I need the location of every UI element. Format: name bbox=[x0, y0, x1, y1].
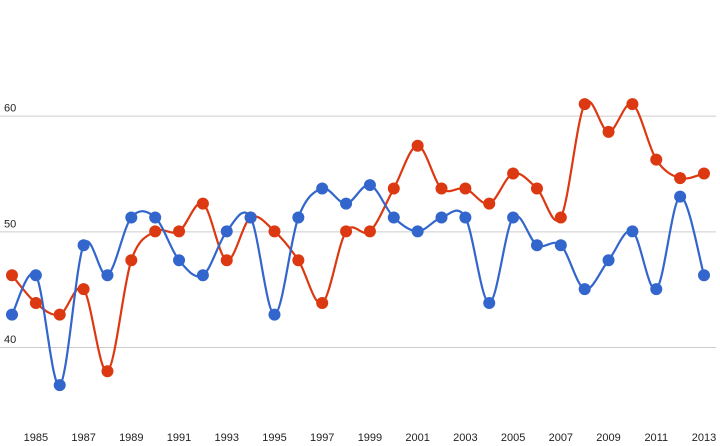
x-tick-label-2007: 2007 bbox=[549, 432, 573, 444]
x-tick-label-2003: 2003 bbox=[453, 432, 477, 444]
series-1-point-1985 bbox=[29, 269, 42, 282]
gridlines bbox=[0, 115, 716, 348]
series-1-point-2009 bbox=[602, 254, 615, 267]
series-1-point-1991 bbox=[173, 254, 186, 267]
series-1-point-1988 bbox=[101, 269, 114, 282]
series-1-point-2013 bbox=[698, 269, 710, 282]
series-1-point-1992 bbox=[196, 269, 209, 282]
series-1-point-1994 bbox=[244, 211, 257, 224]
series-1-point-1999 bbox=[363, 179, 376, 192]
series-1-point-1996 bbox=[292, 211, 305, 224]
x-tick-label-1987: 1987 bbox=[71, 432, 95, 444]
x-tick-label-1997: 1997 bbox=[310, 432, 334, 444]
series-2-point-1993 bbox=[220, 254, 233, 267]
series-1-point-2004 bbox=[483, 297, 496, 310]
series-2-point-2009 bbox=[602, 125, 615, 138]
series-2-point-1995 bbox=[268, 225, 281, 238]
series-1-point-1987 bbox=[77, 239, 90, 252]
y-tick-label-50: 50 bbox=[4, 218, 16, 230]
x-tick-label-1985: 1985 bbox=[24, 432, 48, 444]
series-2-point-1986 bbox=[53, 308, 66, 321]
x-tick-label-2013: 2013 bbox=[692, 432, 716, 444]
data-points bbox=[6, 98, 710, 392]
series-2-point-1989 bbox=[125, 254, 138, 267]
series-2-point-2003 bbox=[459, 182, 472, 195]
series-1-point-1997 bbox=[316, 182, 329, 195]
x-tick-label-1993: 1993 bbox=[215, 432, 239, 444]
series-line-2 bbox=[11, 100, 705, 373]
series-2-point-2005 bbox=[507, 167, 520, 180]
series-2-point-1990 bbox=[149, 225, 162, 238]
series-2-point-1985 bbox=[29, 297, 42, 310]
series-2-point-2002 bbox=[435, 182, 448, 195]
series-2-point-2010 bbox=[626, 98, 639, 111]
series-2-point-2006 bbox=[530, 182, 543, 195]
series-1-point-2002 bbox=[435, 211, 448, 224]
series-2-point-1999 bbox=[363, 225, 376, 238]
series-2-point-1991 bbox=[173, 225, 186, 238]
series-1-point-2000 bbox=[387, 211, 400, 224]
series-2-point-2000 bbox=[387, 182, 400, 195]
series-1-point-2001 bbox=[411, 225, 424, 238]
y-tick-label-60: 60 bbox=[4, 103, 16, 115]
series-1-point-1989 bbox=[125, 211, 138, 224]
x-tick-label-2009: 2009 bbox=[596, 432, 620, 444]
axis-labels: 4050607019851987198919911993199519971999… bbox=[4, 103, 716, 444]
x-tick-label-2011: 2011 bbox=[644, 432, 668, 444]
series-1-point-1984 bbox=[6, 308, 18, 321]
series-1-point-1986 bbox=[53, 379, 66, 392]
series-2-point-2007 bbox=[554, 211, 567, 224]
series-1-point-1993 bbox=[220, 225, 233, 238]
x-tick-label-1999: 1999 bbox=[358, 432, 382, 444]
series-2-point-1998 bbox=[340, 225, 353, 238]
series-1-point-2010 bbox=[626, 225, 639, 238]
x-tick-label-1991: 1991 bbox=[167, 432, 191, 444]
x-tick-label-1989: 1989 bbox=[119, 432, 143, 444]
series-2-point-1992 bbox=[196, 197, 209, 210]
series-2-point-2001 bbox=[411, 139, 424, 152]
series-lines bbox=[11, 100, 706, 387]
series-2-point-1988 bbox=[101, 365, 114, 378]
series-2-point-2013 bbox=[698, 167, 710, 180]
series-2-point-1997 bbox=[316, 297, 329, 310]
x-tick-label-1995: 1995 bbox=[262, 432, 286, 444]
series-1-point-1995 bbox=[268, 308, 281, 321]
series-1-point-2012 bbox=[674, 190, 687, 203]
x-tick-label-2001: 2001 bbox=[405, 432, 429, 444]
series-1-point-2005 bbox=[507, 211, 520, 224]
series-2-point-1984 bbox=[6, 269, 18, 282]
series-1-point-2007 bbox=[554, 239, 567, 252]
series-1-point-2008 bbox=[578, 283, 591, 296]
series-line-1 bbox=[11, 183, 706, 387]
series-1-point-1990 bbox=[149, 211, 162, 224]
y-tick-label-40: 40 bbox=[4, 334, 16, 346]
series-2-point-2004 bbox=[483, 197, 496, 210]
series-2-point-1996 bbox=[292, 254, 305, 267]
series-1-point-2003 bbox=[459, 211, 472, 224]
series-2-point-2008 bbox=[578, 98, 591, 111]
series-2-point-2011 bbox=[650, 153, 663, 166]
series-1-point-2011 bbox=[650, 283, 663, 296]
series-1-point-1998 bbox=[340, 197, 353, 210]
series-2-point-2012 bbox=[674, 172, 687, 185]
x-tick-label-2005: 2005 bbox=[501, 432, 525, 444]
series-1-point-2006 bbox=[530, 239, 543, 252]
series-2-point-1987 bbox=[77, 283, 90, 296]
